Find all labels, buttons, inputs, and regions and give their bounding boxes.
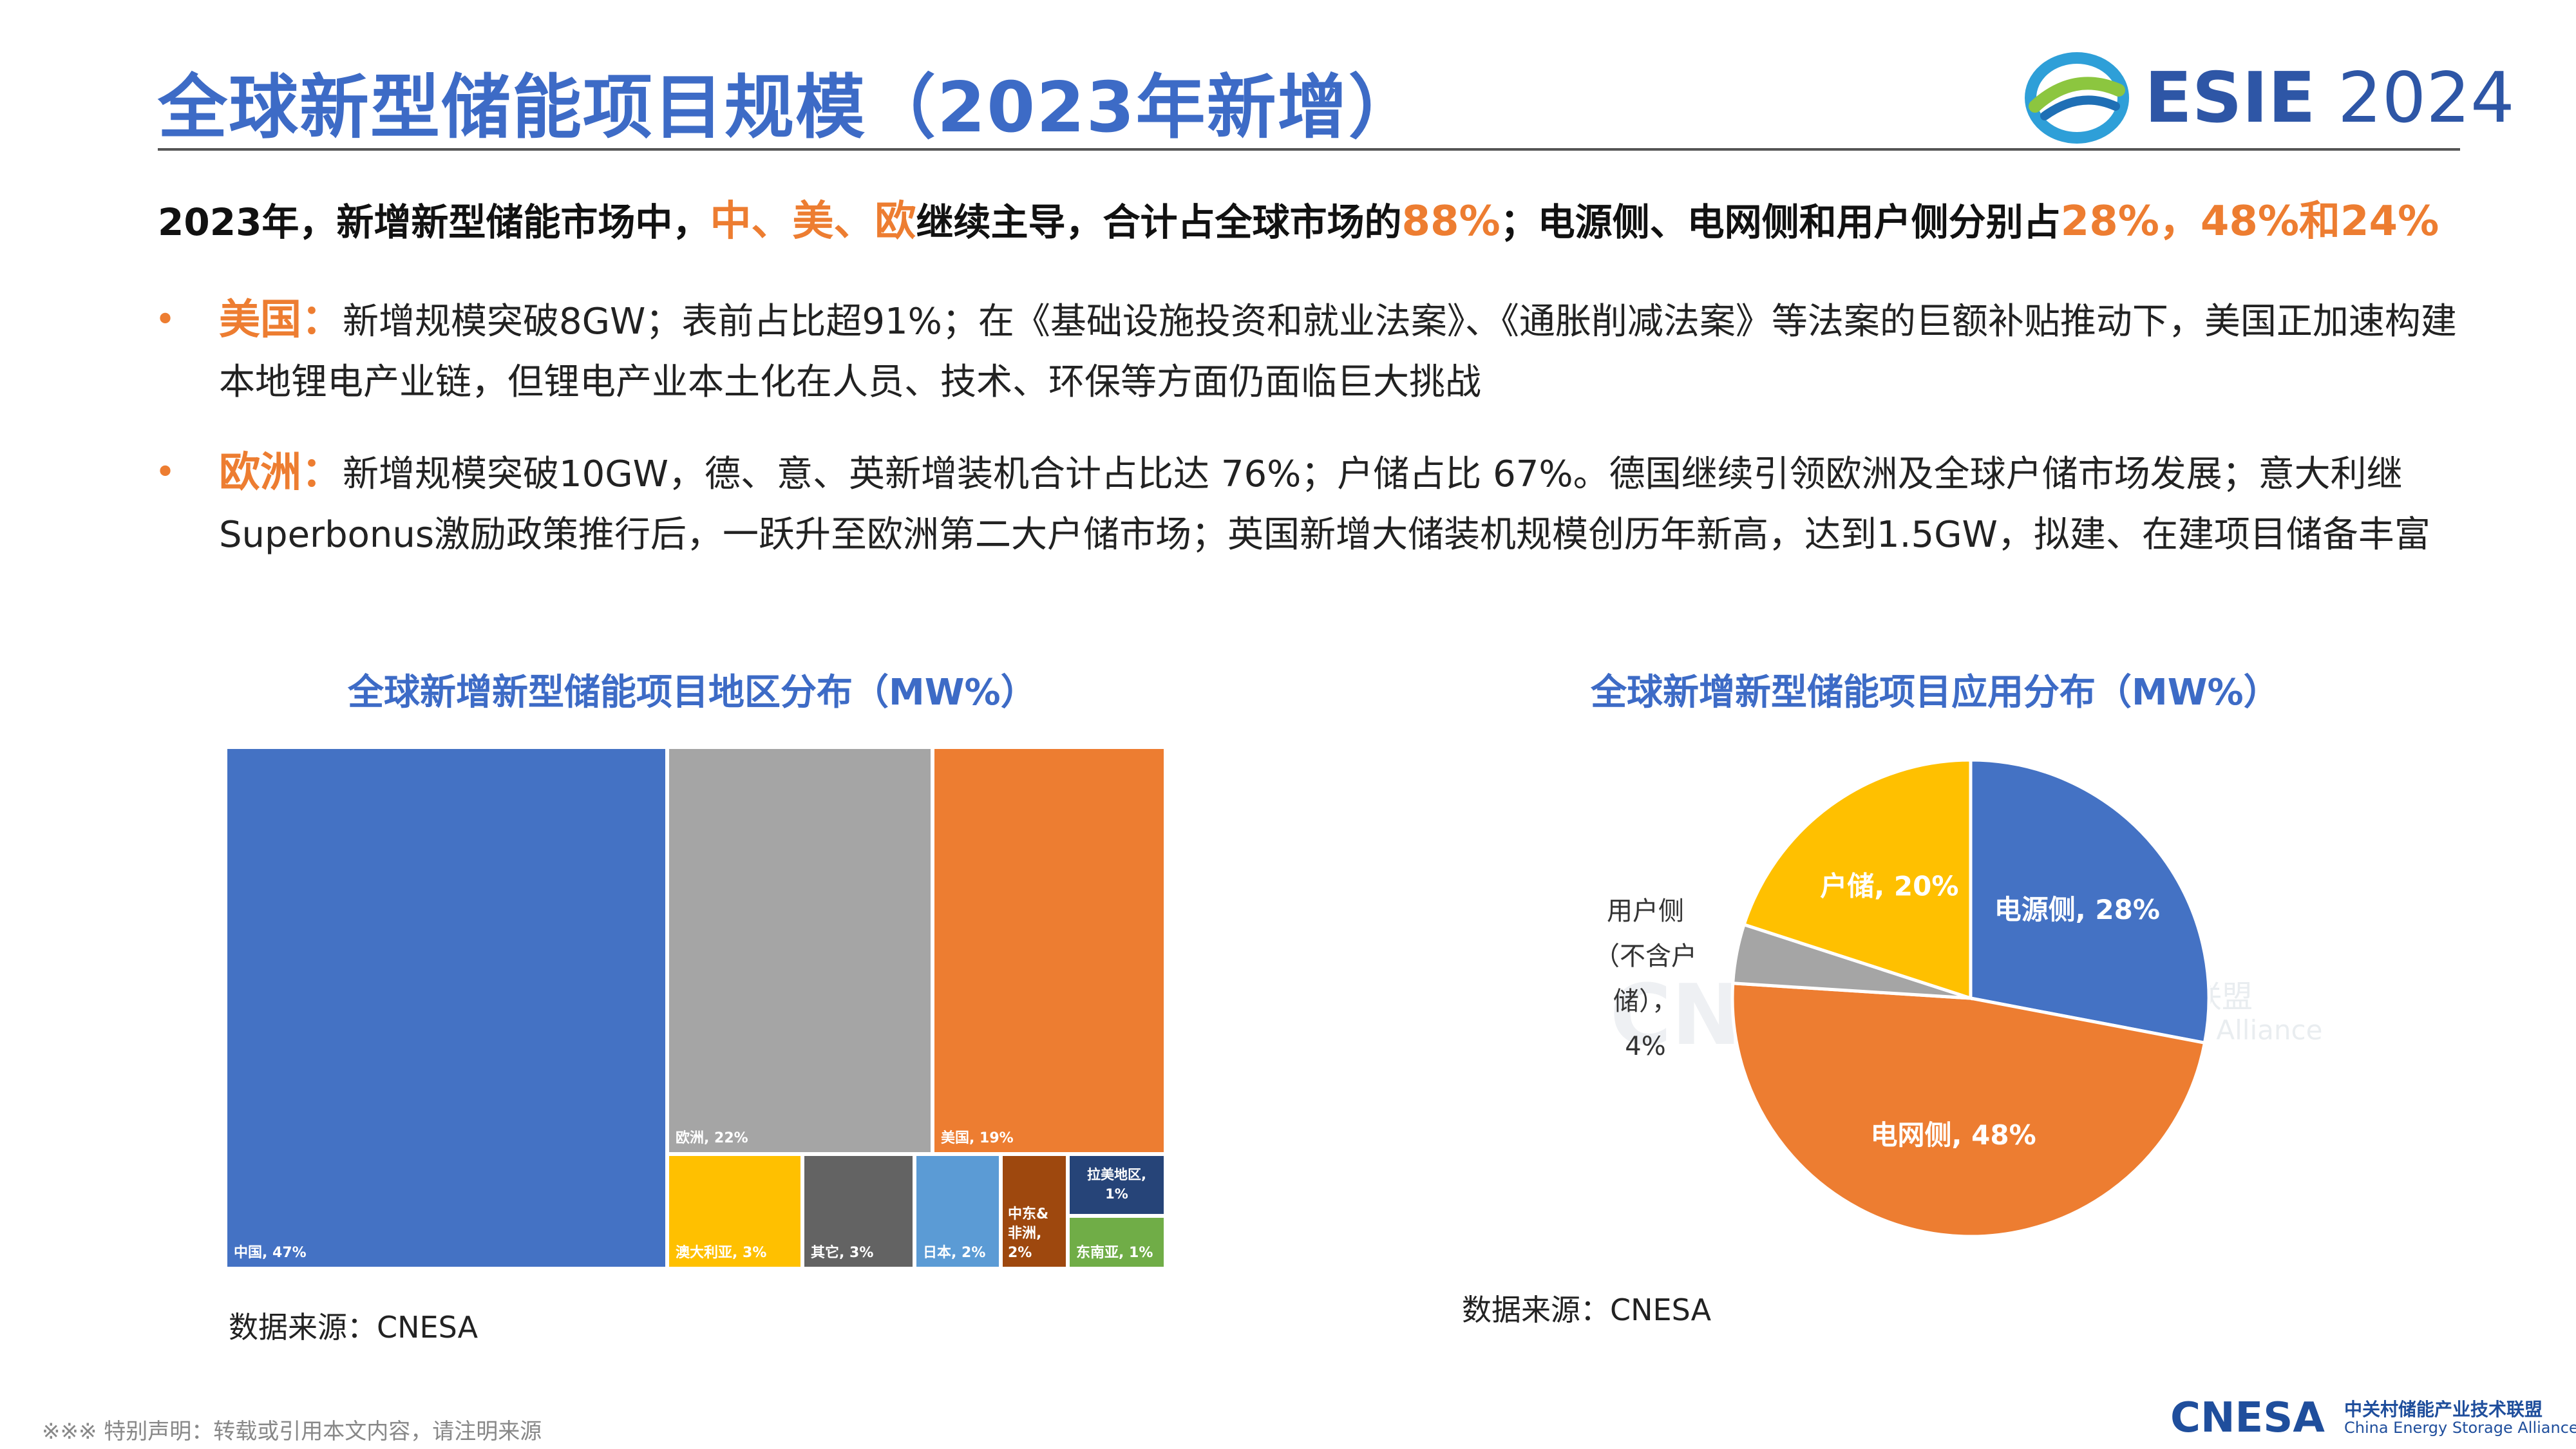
summary-part3: ；电源侧、电网侧和用户侧分别占 xyxy=(1500,200,2061,244)
bullet-us: • 美国：新增规模突破8GW；表前占比超91%；在《基础设施投资和就业法案》、《… xyxy=(155,290,2492,413)
summary-highlight-regions: 中、美、欧 xyxy=(710,198,916,245)
treemap-label: 中东&非洲, 2% xyxy=(1008,1206,1049,1261)
pie-external-label-line: （不含户储）， xyxy=(1594,942,1697,1016)
bullet-label: 美国： xyxy=(219,296,343,344)
header-divider xyxy=(158,148,2460,151)
summary-part2: 继续主导，合计占全球市场的 xyxy=(916,200,1402,244)
treemap-source: 数据来源：CNESA xyxy=(229,1310,478,1345)
pie-slice-residential xyxy=(1741,758,1973,1001)
pie-external-label: 用户侧 （不含户储）， 4% xyxy=(1571,889,1719,1069)
pie-source: 数据来源：CNESA xyxy=(1462,1293,1712,1327)
bullet-marker: • xyxy=(155,451,176,493)
logo-year: 2024 xyxy=(2337,58,2515,138)
bullet-text: 新增规模突破10GW，德、意、英新增装机合计占比达 76%；户储占比 67%。德… xyxy=(219,453,2430,556)
treemap-label: 其它, 3% xyxy=(811,1245,874,1261)
pie-slice-label: 电网侧, 48% xyxy=(1871,1119,2036,1151)
footer-disclaimer: ※※※ 特别声明：转载或引用本文内容，请注明来源 xyxy=(42,1419,542,1444)
footer-cnesa-logo: CNESA 中关村储能产业技术联盟 China Energy Storage A… xyxy=(2170,1394,2576,1442)
pie-slice-label: 户储, 20% xyxy=(1820,870,1958,902)
pie-external-label-line: 用户侧 xyxy=(1607,896,1684,926)
bullet-body: 美国：新增规模突破8GW；表前占比超91%；在《基础设施投资和就业法案》、《通胀… xyxy=(155,290,2492,413)
treemap-label: 欧洲, 22% xyxy=(676,1130,748,1146)
application-pie-chart: 电源侧, 28% 电网侧, 48% 户储, 20% xyxy=(1730,758,2211,1238)
summary-highlight-split: 28%，48%和24% xyxy=(2060,198,2439,245)
region-treemap: 中国, 47% 欧洲, 22% 美国, 19% 澳大利亚, 3% 其它, 3% … xyxy=(225,747,1166,1269)
treemap-label: 拉美地区, 1% xyxy=(1087,1167,1146,1202)
treemap-label: 澳大利亚, 3% xyxy=(676,1245,767,1261)
treemap-cell-sea: 东南亚, 1% xyxy=(1068,1216,1166,1269)
summary-part1: 2023年，新增新型储能市场中， xyxy=(158,200,710,244)
logo-brand: ESIE xyxy=(2145,58,2316,138)
bullet-text: 新增规模突破8GW；表前占比超91%；在《基础设施投资和就业法案》、《通胀削减法… xyxy=(219,301,2457,403)
treemap-label: 日本, 2% xyxy=(923,1245,986,1261)
treemap-cell-europe: 欧洲, 22% xyxy=(667,747,933,1154)
esie-logo: ESIE 2024 xyxy=(2022,45,2515,148)
pie-slice-label: 电源侧, 28% xyxy=(1994,894,2160,925)
treemap-label: 美国, 19% xyxy=(941,1130,1014,1146)
treemap-cell-japan: 日本, 2% xyxy=(914,1154,1001,1269)
treemap-cell-us: 美国, 19% xyxy=(933,747,1166,1154)
pie-title: 全球新增新型储能项目应用分布（MW%） xyxy=(1591,672,2280,714)
treemap-cell-mea: 中东&非洲, 2% xyxy=(1001,1154,1068,1269)
treemap-label: 东南亚, 1% xyxy=(1076,1245,1153,1261)
treemap-title: 全球新增新型储能项目地区分布（MW%） xyxy=(348,672,1037,714)
page-title: 全球新型储能项目规模（2023年新增） xyxy=(158,68,1419,148)
pie-slice-power-side xyxy=(1969,758,2211,1045)
bullet-marker: • xyxy=(155,299,176,341)
treemap-label: 中国, 47% xyxy=(234,1245,307,1261)
treemap-cell-other: 其它, 3% xyxy=(802,1154,914,1269)
footer-en: China Energy Storage Alliance xyxy=(2344,1419,2576,1437)
bullet-europe: • 欧洲：新增规模突破10GW，德、意、英新增装机合计占比达 76%；户储占比 … xyxy=(155,442,2492,565)
summary-line: 2023年，新增新型储能市场中，中、美、欧继续主导，合计占全球市场的88%；电源… xyxy=(158,188,2439,247)
summary-highlight-share: 88% xyxy=(1401,198,1501,245)
footer-brand: CNESA xyxy=(2170,1394,2325,1442)
pie-external-label-line: 4% xyxy=(1625,1032,1666,1061)
treemap-cell-latam: 拉美地区, 1% xyxy=(1068,1154,1166,1216)
bullet-label: 欧洲： xyxy=(219,449,343,497)
pie-slice-grid-side xyxy=(1730,981,2207,1238)
footer-cn: 中关村储能产业技术联盟 xyxy=(2344,1399,2543,1420)
esie-logo-text: ESIE 2024 xyxy=(2145,58,2515,138)
esie-swirl-icon xyxy=(2025,52,2129,144)
treemap-cell-australia: 澳大利亚, 3% xyxy=(667,1154,802,1269)
treemap-cell-china: 中国, 47% xyxy=(225,747,667,1269)
bullet-body: 欧洲：新增规模突破10GW，德、意、英新增装机合计占比达 76%；户储占比 67… xyxy=(155,442,2492,565)
